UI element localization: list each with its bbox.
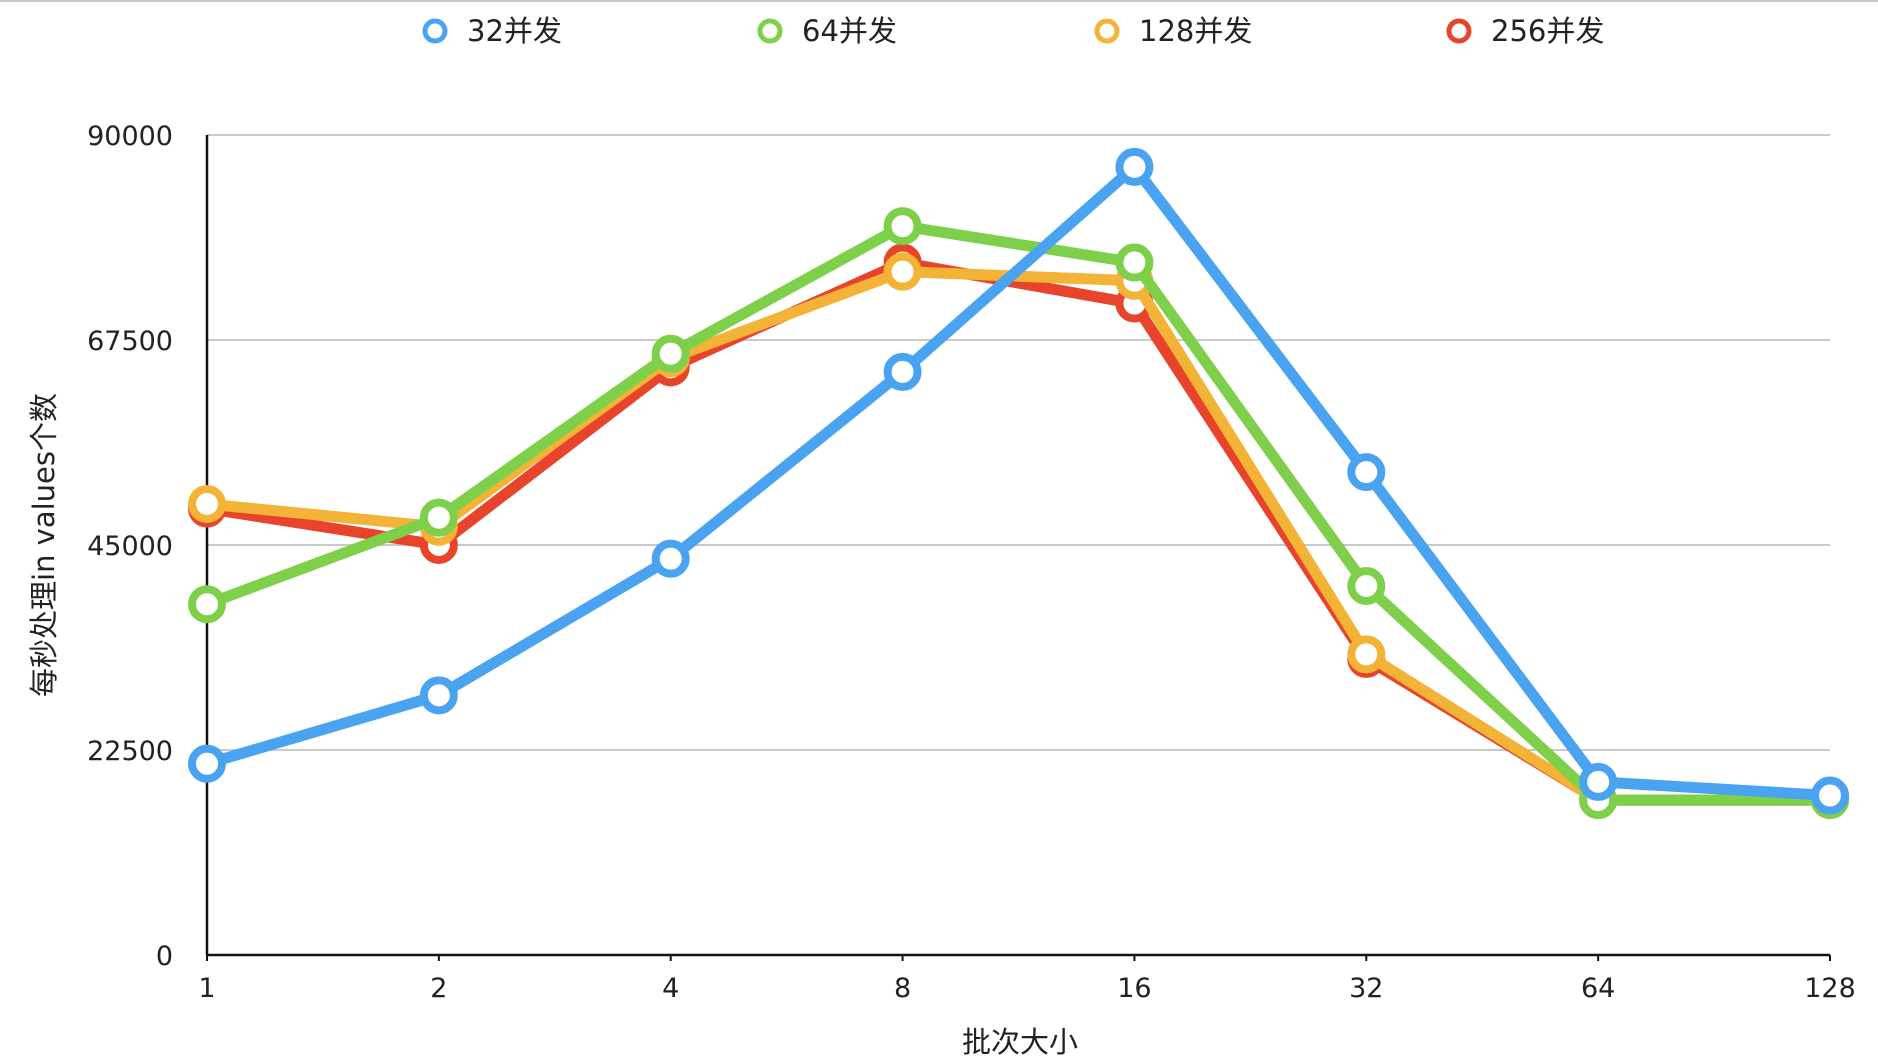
data-point xyxy=(883,352,922,391)
data-point xyxy=(1347,635,1386,674)
x-tick-label: 4 xyxy=(662,973,679,1004)
data-point xyxy=(188,585,226,624)
legend-label: 32并发 xyxy=(467,14,562,48)
data-point xyxy=(651,539,690,578)
data-point xyxy=(1579,762,1618,801)
legend-item: 256并发 xyxy=(1446,14,1604,48)
y-tick-label: 0 xyxy=(156,941,173,972)
y-tick-label: 45000 xyxy=(87,531,173,562)
data-point xyxy=(1347,453,1386,492)
series-1 xyxy=(188,147,1849,815)
legend-item: 128并发 xyxy=(1094,14,1252,48)
x-tick-label: 16 xyxy=(1117,973,1151,1004)
legend-marker-icon xyxy=(757,18,783,44)
x-tick-label: 1 xyxy=(198,973,215,1004)
data-point xyxy=(883,252,922,291)
axes xyxy=(205,135,1831,961)
legend-label: 64并发 xyxy=(802,14,897,48)
legend-marker-icon xyxy=(1094,18,1120,44)
x-tick-label: 64 xyxy=(1581,973,1615,1004)
data-point xyxy=(188,744,226,783)
legend-label: 128并发 xyxy=(1139,14,1252,48)
y-tick-label: 22500 xyxy=(87,736,173,767)
data-point xyxy=(188,485,226,523)
x-axis-title: 批次大小 xyxy=(962,1025,1078,1059)
series-2 xyxy=(188,207,1849,820)
x-tick-labels: 1 2 4 8 16 32 64 128 xyxy=(198,973,1855,1004)
data-point xyxy=(1811,776,1849,815)
legend-marker-icon xyxy=(1446,18,1472,44)
y-axis-title: 每秒处理in values个数 xyxy=(27,393,61,697)
x-tick-label: 2 xyxy=(430,973,447,1004)
series-line xyxy=(201,220,1836,806)
series-lines xyxy=(188,147,1849,820)
y-tick-label: 67500 xyxy=(87,326,173,357)
x-tick-label: 128 xyxy=(1804,973,1856,1004)
data-point xyxy=(1115,147,1154,186)
legend-item: 64并发 xyxy=(757,14,897,48)
legend: 32并发 64并发 128并发 256并发 xyxy=(422,14,1604,48)
legend-marker-icon xyxy=(422,18,448,44)
data-point xyxy=(1115,243,1154,282)
legend-label: 256并发 xyxy=(1491,14,1604,48)
data-point xyxy=(883,207,922,246)
data-point xyxy=(651,334,690,373)
x-tick-label: 32 xyxy=(1349,973,1383,1004)
data-point xyxy=(419,676,458,715)
series-line xyxy=(201,161,1836,802)
data-point xyxy=(419,498,458,537)
data-point xyxy=(1347,567,1386,605)
y-tick-label: 90000 xyxy=(87,121,173,152)
legend-item: 32并发 xyxy=(422,14,562,48)
gridlines xyxy=(207,134,1830,751)
y-tick-labels: 0 22500 45000 67500 90000 xyxy=(87,121,173,972)
x-tick-label: 8 xyxy=(894,973,911,1004)
